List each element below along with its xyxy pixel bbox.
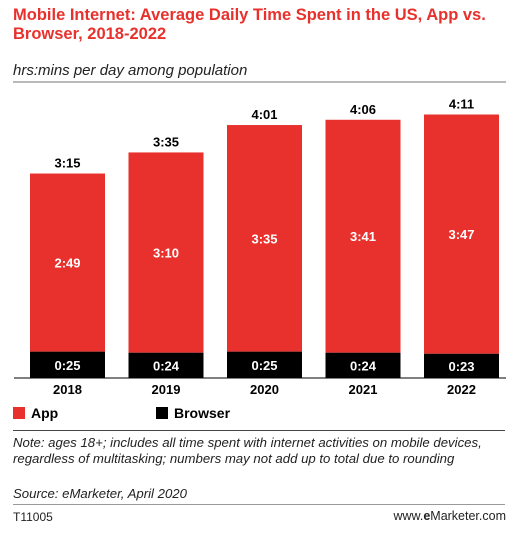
label-browser-2019: 0:24 [153, 358, 180, 373]
x-tick-2022: 2022 [447, 382, 476, 397]
x-tick-2020: 2020 [250, 382, 279, 397]
bar-browser-2022 [424, 353, 499, 378]
label-total-2021: 4:06 [350, 102, 376, 117]
legend-item-app: App [13, 405, 58, 421]
stacked-bar-chart: 2:49 0:25 3:15 2018 3:10 0:24 3:35 2019 3:35 0:25… [13, 81, 506, 397]
bar-browser-2020 [227, 351, 302, 378]
legend-swatch-app [13, 407, 25, 419]
brand-prefix: www. [393, 509, 424, 523]
label-total-2020: 4:01 [251, 107, 277, 122]
label-app-2021: 3:41 [350, 229, 376, 244]
chart-code: T11005 [13, 510, 53, 524]
bar-browser-2018 [30, 351, 105, 378]
chart-title: Mobile Internet: Average Daily Time Spen… [13, 6, 486, 43]
chart-source: Source: eMarketer, April 2020 [13, 486, 187, 501]
chart-subtitle: hrs:mins per day among population [13, 62, 248, 79]
label-total-2019: 3:35 [153, 134, 179, 149]
chart-note: Note: ages 18+; includes all time spent … [13, 435, 482, 466]
legend-swatch-browser [156, 407, 168, 419]
legend-label-browser: Browser [174, 405, 231, 421]
label-app-2019: 3:10 [153, 246, 179, 261]
label-browser-2018: 0:25 [54, 358, 80, 373]
bar-app-2022 [424, 114, 499, 354]
x-tick-2021: 2021 [349, 382, 378, 397]
brand-link[interactable]: www.eMarketer.com [393, 509, 506, 523]
x-tick-2019: 2019 [152, 382, 181, 397]
bar-app-2020 [227, 125, 302, 352]
label-browser-2020: 0:25 [251, 358, 277, 373]
footer-divider [13, 504, 505, 505]
label-app-2022: 3:47 [448, 227, 474, 242]
bar-app-2021 [325, 119, 401, 353]
x-tick-2018: 2018 [53, 382, 82, 397]
legend-label-app: App [31, 405, 59, 421]
label-app-2018: 2:49 [54, 256, 80, 271]
bar-browser-2021 [325, 352, 401, 378]
label-browser-2022: 0:23 [448, 359, 474, 374]
bar-app-2019 [128, 152, 204, 353]
bar-browser-2019 [128, 352, 204, 378]
label-total-2022: 4:11 [449, 97, 474, 112]
legend-item-browser: Browser [156, 405, 230, 421]
brand-bold: e [423, 509, 431, 523]
label-total-2018: 3:15 [54, 156, 80, 171]
bar-app-2018 [30, 173, 105, 352]
note-divider [13, 430, 505, 431]
label-app-2020: 3:35 [251, 231, 277, 246]
legend: App Browser [13, 405, 313, 421]
label-browser-2021: 0:24 [350, 358, 377, 373]
brand-rest: Marketer.com [430, 509, 506, 523]
